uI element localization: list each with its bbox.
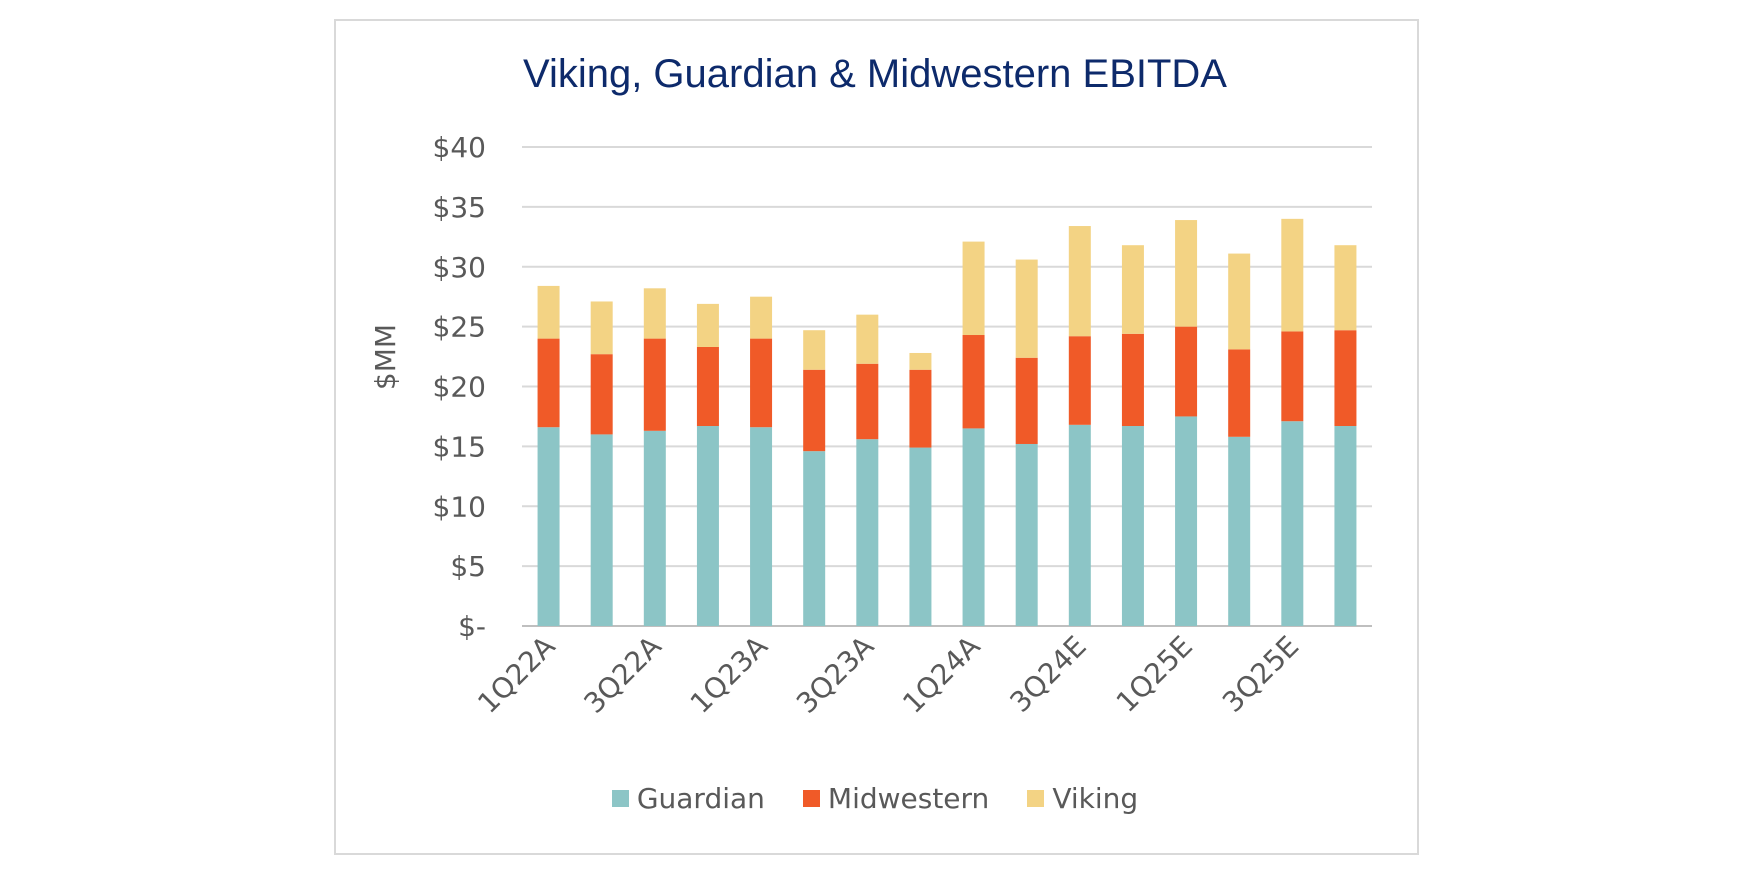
bar-viking-1q25e [1175,220,1198,327]
legend-swatch [802,790,820,807]
bar-guardian-1q25e [1175,416,1198,626]
bar-guardian-3q23a [856,439,879,626]
legend-item-viking: Viking [1027,782,1138,815]
bar-viking-2q25e [1228,253,1251,350]
legend-label: Viking [1052,782,1139,815]
bar-viking-1q24a [962,241,985,336]
legend-swatch [1027,790,1045,807]
x-tick-labels: 1Q22A 3Q22A 1Q23A 3Q23A 1Q24A 3Q24E 1Q25E 3Q25E [471,630,1305,720]
bar-midwestern-2q22a [590,354,613,435]
legend-swatch [611,790,629,807]
bar-guardian-3q22a [643,430,666,626]
legend-item-midwestern: Midwestern [802,782,990,815]
bar-midwestern-2q24a [1015,357,1038,444]
y-tick-label: $5 [450,550,486,583]
bar-viking-1q22a [537,285,560,339]
bar-guardian-1q23a [750,427,773,626]
bar-midwestern-3q23a [856,363,879,440]
bar-viking-2q24a [1015,259,1038,358]
bar-midwestern-4q24e [1121,333,1144,427]
bar-guardian-4q24e [1121,426,1144,626]
bar-midwestern-3q22a [643,338,666,431]
bar-midwestern-3q24e [1068,336,1091,425]
x-tick-label: 3Q22A [578,630,668,720]
bar-viking-3q22a [643,288,666,339]
chart-title: Viking, Guardian & Midwestern EBITDA [522,52,1227,96]
bar-viking-1q23a [750,296,773,339]
bar-viking-4q25e [1334,245,1357,331]
bar-midwestern-1q23a [750,338,773,428]
bar-midwestern-4q23a [909,369,932,448]
legend-item-guardian: Guardian [611,782,765,815]
y-tick-label: $15 [433,430,486,463]
legend: Guardian Midwestern Viking [0,782,1750,815]
x-tick-label: 3Q25E [1216,630,1305,719]
bar-guardian-2q24a [1015,443,1038,626]
bar-viking-4q23a [909,352,932,370]
bar-midwestern-4q22a [696,346,719,427]
y-tick-label: $25 [433,311,486,344]
bar-guardian-2q23a [803,451,826,626]
x-tick-label: 3Q23A [790,630,880,720]
bar-guardian-4q22a [696,426,719,626]
bar-viking-3q23a [856,314,879,364]
bar-midwestern-4q25e [1334,330,1357,427]
y-tick-label: $10 [433,490,486,523]
legend-label: Midwestern [827,782,990,815]
y-tick-label: $35 [433,191,486,224]
y-tick-label: $- [458,610,486,643]
bar-viking-3q24e [1068,226,1091,337]
bar-midwestern-1q22a [537,338,560,428]
legend-label: Guardian [636,782,765,815]
y-tick-label: $20 [433,371,486,404]
bar-guardian-4q25e [1334,426,1357,626]
x-tick-label: 1Q25E [1110,630,1199,719]
bar-guardian-3q25e [1281,421,1304,626]
bar-midwestern-2q25e [1228,349,1251,437]
x-tick-label: 1Q22A [471,630,561,720]
bar-midwestern-1q25e [1175,326,1198,417]
x-tick-label: 1Q24A [896,630,986,720]
bar-viking-4q22a [696,303,719,347]
y-tick-label: $40 [433,131,486,164]
bar-guardian-3q24e [1068,424,1091,626]
bar-guardian-1q24a [962,428,985,626]
bars [537,218,1357,626]
bar-viking-2q23a [803,330,826,370]
y-axis-label: $MM [369,324,402,390]
bar-guardian-1q22a [537,427,560,626]
bar-viking-4q24e [1121,245,1144,334]
y-tick-labels: $- $5 $10 $15 $20 $25 $30 $35 $40 [433,131,486,643]
bar-midwestern-1q24a [962,335,985,429]
y-tick-label: $30 [433,251,486,284]
x-tick-label: 3Q24E [1004,630,1093,719]
bar-viking-2q22a [590,301,613,355]
bar-viking-3q25e [1281,218,1304,332]
bar-midwestern-2q23a [803,369,826,452]
bar-guardian-2q22a [590,434,613,626]
x-tick-label: 1Q23A [684,630,774,720]
bar-guardian-4q23a [909,447,932,626]
bar-guardian-2q25e [1228,436,1251,626]
bar-midwestern-3q25e [1281,331,1304,422]
